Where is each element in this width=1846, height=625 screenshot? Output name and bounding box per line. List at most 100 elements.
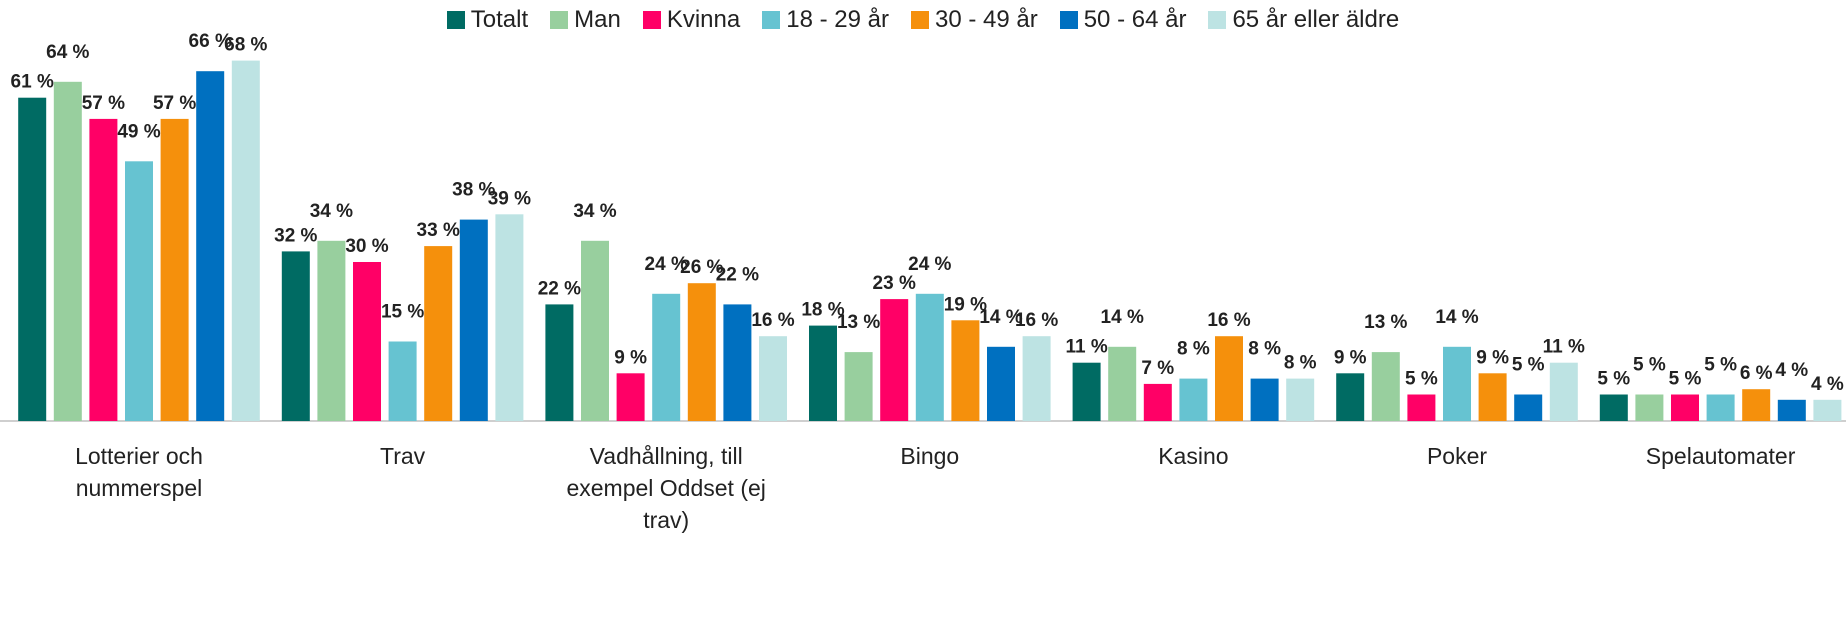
legend-label: 50 - 64 år <box>1083 6 1187 33</box>
category-label: Lotterier och nummerspel <box>75 443 203 501</box>
bar <box>1706 394 1735 421</box>
bar <box>1443 346 1471 421</box>
legend-swatch <box>642 11 661 29</box>
legend-label: Totalt <box>470 6 529 33</box>
legend-swatch <box>762 11 781 29</box>
bar <box>1742 389 1771 421</box>
legend-swatch <box>910 11 929 29</box>
value-label: 15 % <box>381 302 424 323</box>
bar <box>1514 394 1543 421</box>
value-label: 38 % <box>452 180 495 201</box>
legend-swatch <box>1208 11 1227 29</box>
bar <box>1599 394 1628 421</box>
bar <box>1671 394 1699 421</box>
legend-item: Totalt <box>446 6 529 34</box>
value-label: 9 % <box>1334 347 1367 368</box>
bar <box>160 118 189 422</box>
value-label: 11 % <box>1065 337 1107 358</box>
bar <box>1179 378 1208 421</box>
legend: Totalt Man Kvinna 18 - 29 år 30 - 49 år 50 - … <box>0 6 1846 34</box>
value-label: 30 % <box>345 236 388 257</box>
legend-item: 18 - 29 år <box>762 6 889 34</box>
value-label: 4 % <box>1775 360 1808 381</box>
bar <box>987 346 1015 421</box>
value-label: 13 % <box>1364 312 1407 333</box>
category-label: Bingo <box>900 443 960 469</box>
bar <box>915 293 944 421</box>
value-label: 57 % <box>153 93 196 114</box>
category-label: Kasino <box>1158 443 1229 469</box>
legend-swatch <box>1059 11 1078 29</box>
bar <box>1022 336 1051 421</box>
bar <box>1549 362 1578 421</box>
bar <box>1336 373 1365 421</box>
legend-item: Man <box>550 6 621 34</box>
value-label: 5 % <box>1597 369 1630 390</box>
bar <box>1635 394 1664 421</box>
bar <box>1072 362 1101 421</box>
legend-label: 18 - 29 år <box>786 6 889 33</box>
value-label: 26 % <box>680 257 723 278</box>
category-label: Trav <box>380 443 426 469</box>
category-label: Poker <box>1426 443 1488 469</box>
value-label: 5 % <box>1704 355 1737 376</box>
bar <box>1407 394 1436 421</box>
value-label: 24 % <box>645 254 688 275</box>
bar <box>687 283 716 421</box>
bar <box>1371 352 1400 421</box>
bar <box>1286 378 1315 421</box>
value-label: 34 % <box>573 201 616 222</box>
value-label: 9 % <box>614 347 647 368</box>
value-label: 5 % <box>1633 355 1666 376</box>
value-label: 11 % <box>1543 337 1585 358</box>
bar <box>18 97 47 421</box>
value-label: 9 % <box>1476 347 1509 368</box>
value-label: 5 % <box>1669 369 1702 390</box>
value-label: 68 % <box>224 35 267 56</box>
bar <box>281 251 310 421</box>
value-label: 7 % <box>1141 358 1174 379</box>
legend-label: Man <box>574 6 621 33</box>
value-label: 19 % <box>944 294 987 315</box>
bar <box>1478 373 1507 421</box>
bar <box>723 304 752 421</box>
bar <box>1777 399 1806 421</box>
value-label: 14 % <box>979 307 1022 328</box>
bar <box>844 352 873 421</box>
value-label: 16 % <box>751 310 794 331</box>
value-label: 39 % <box>488 188 531 209</box>
value-label: 22 % <box>716 264 759 285</box>
value-label: 23 % <box>873 273 916 294</box>
bar <box>495 214 524 421</box>
value-label: 64 % <box>46 42 89 63</box>
value-label: 18 % <box>801 300 844 321</box>
legend-item: 30 - 49 år <box>910 6 1038 34</box>
bar <box>581 240 609 421</box>
bar <box>652 293 681 421</box>
value-label: 14 % <box>1435 307 1478 328</box>
bar <box>196 71 225 421</box>
value-label: 49 % <box>117 121 160 142</box>
bar <box>353 262 381 421</box>
bar <box>545 304 574 421</box>
legend-label: 30 - 49 år <box>934 6 1038 33</box>
bar <box>125 161 153 422</box>
bar <box>880 299 909 421</box>
bar <box>89 118 118 422</box>
value-label: 8 % <box>1284 353 1317 374</box>
legend-label: 65 år eller äldre <box>1232 6 1400 33</box>
bar <box>759 336 787 421</box>
value-label: 34 % <box>310 201 353 222</box>
value-label: 66 % <box>189 31 232 52</box>
bar <box>951 320 980 421</box>
legend-item: Kvinna <box>642 6 741 34</box>
legend-label: Kvinna <box>666 6 741 33</box>
value-label: 33 % <box>417 220 460 241</box>
category-label: Vadhållning, till exempel Oddset (ej tra… <box>566 443 766 533</box>
legend-swatch <box>446 11 465 29</box>
bar <box>388 341 417 421</box>
value-label: 22 % <box>538 278 581 299</box>
bar <box>616 373 645 421</box>
bar <box>231 60 260 421</box>
